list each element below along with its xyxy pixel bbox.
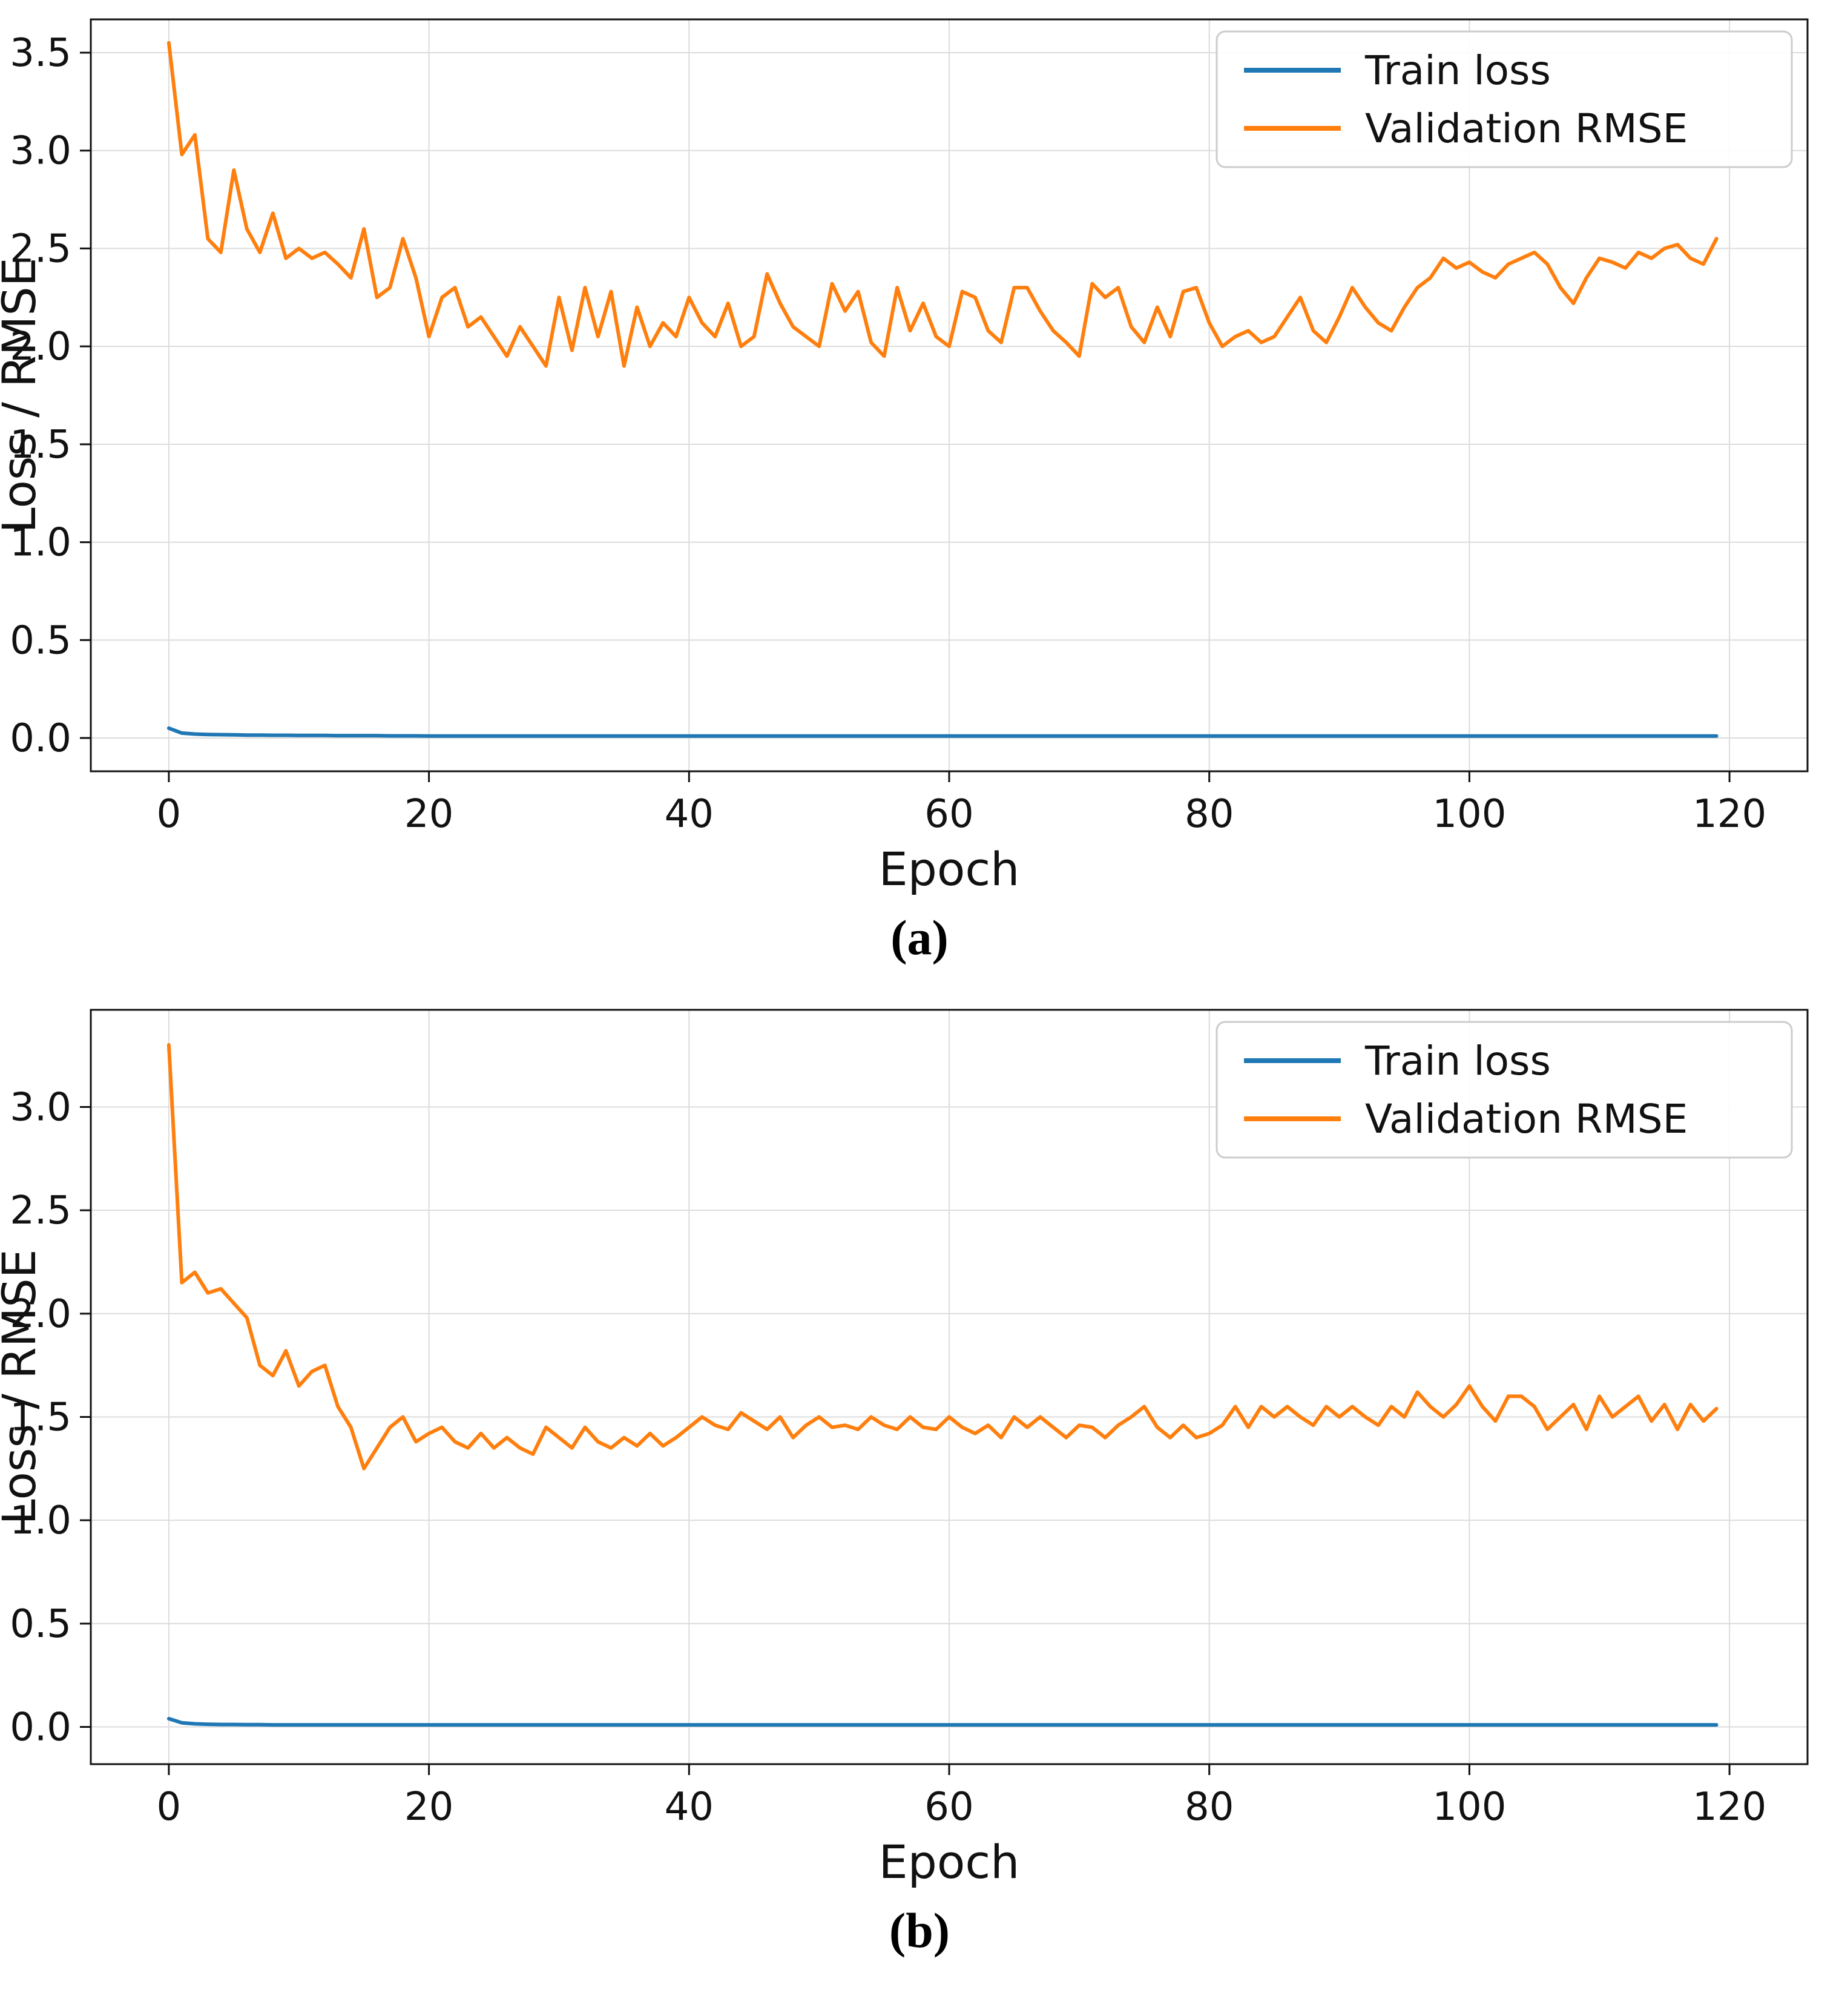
y-axis-label: Loss / RMSE bbox=[0, 1249, 46, 1524]
y-tick-label: 2.0 bbox=[10, 1292, 71, 1337]
x-tick-label: 100 bbox=[1432, 1785, 1506, 1830]
x-tick-label: 20 bbox=[404, 792, 453, 837]
figure-b: 0 20 40 60 80 100 120 0.0 0.5 1.0 1.5 2.0 2.5 3.0 Epoc… bbox=[0, 996, 1839, 1964]
x-tick-label: 60 bbox=[924, 1785, 973, 1830]
y-tick-label: 1.0 bbox=[10, 1498, 71, 1543]
x-tick-label: 100 bbox=[1432, 792, 1506, 837]
x-tick-label: 60 bbox=[924, 792, 973, 837]
x-tick-label: 120 bbox=[1693, 792, 1766, 837]
x-axis-label: Epoch bbox=[879, 1835, 1020, 1889]
y-tick-label: 0.5 bbox=[10, 618, 71, 663]
validation-rmse-line bbox=[166, 41, 1719, 368]
legend-label-validation-rmse: Validation RMSE bbox=[1365, 1096, 1688, 1142]
y-tick-label: 0.0 bbox=[10, 1705, 71, 1750]
figure-a-caption: (a) bbox=[890, 910, 949, 965]
y-tick-label: 3.0 bbox=[10, 1085, 71, 1130]
y-tick-label: 0.5 bbox=[10, 1602, 71, 1647]
train-loss-line bbox=[166, 1716, 1719, 1727]
legend-label-validation-rmse: Validation RMSE bbox=[1365, 105, 1688, 152]
x-tick-label: 40 bbox=[665, 792, 714, 837]
page: 0 20 40 60 80 100 120 0.0 0.5 1.0 1.5 2.0 2.5 3.0 3.5 E… bbox=[0, 7, 1839, 1964]
x-tick-label: 80 bbox=[1185, 792, 1234, 837]
y-tick-label: 2.0 bbox=[10, 324, 71, 369]
x-tick-label: 0 bbox=[157, 792, 182, 837]
x-axis-label: Epoch bbox=[879, 842, 1020, 896]
y-axis-label: Loss / RMSE bbox=[0, 257, 46, 533]
x-tick-label: 0 bbox=[157, 1785, 182, 1830]
legend-box bbox=[1216, 1021, 1793, 1159]
y-tick-label: 1.5 bbox=[10, 423, 71, 467]
legend-label-train-loss: Train loss bbox=[1364, 47, 1551, 94]
validation-rmse-line bbox=[166, 1043, 1719, 1471]
y-tick-label: 1.0 bbox=[10, 521, 71, 565]
x-tick-label: 20 bbox=[404, 1785, 453, 1830]
y-tick-label: 1.5 bbox=[10, 1395, 71, 1440]
chart-a-canvas: 0 20 40 60 80 100 120 0.0 0.5 1.0 1.5 2.0 2.5 3.0 3.5 E… bbox=[0, 18, 1809, 896]
legend-label-train-loss: Train loss bbox=[1364, 1038, 1551, 1084]
chart-b-canvas: 0 20 40 60 80 100 120 0.0 0.5 1.0 1.5 2.0 2.5 3.0 Epoc… bbox=[0, 1009, 1809, 1889]
legend-box bbox=[1216, 30, 1793, 168]
y-tick-label: 0.0 bbox=[10, 716, 71, 761]
x-tick-label: 80 bbox=[1185, 1785, 1234, 1830]
y-tick-label: 3.0 bbox=[10, 129, 71, 174]
train-loss-line bbox=[166, 726, 1719, 738]
y-tick-label: 2.5 bbox=[10, 226, 71, 271]
figure-a: 0 20 40 60 80 100 120 0.0 0.5 1.0 1.5 2.0 2.5 3.0 3.5 E… bbox=[0, 7, 1839, 971]
y-tick-label: 2.5 bbox=[10, 1188, 71, 1233]
figure-b-caption: (b) bbox=[889, 1903, 950, 1958]
y-tick-label: 3.5 bbox=[10, 31, 71, 76]
x-tick-label: 120 bbox=[1693, 1785, 1766, 1830]
x-tick-label: 40 bbox=[665, 1785, 714, 1830]
